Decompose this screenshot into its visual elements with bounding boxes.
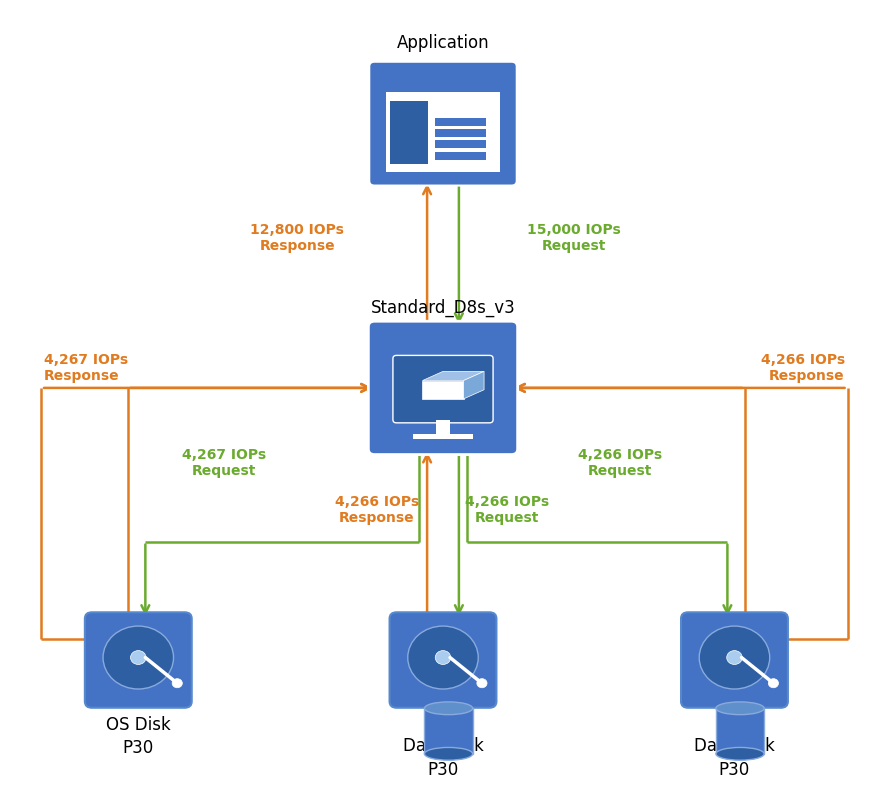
Text: 4,266 IOPs
Request: 4,266 IOPs Request — [464, 495, 548, 525]
Text: Application: Application — [397, 34, 489, 52]
FancyBboxPatch shape — [413, 434, 473, 440]
Text: 15,000 IOPs
Request: 15,000 IOPs Request — [527, 223, 620, 253]
Text: 4,267 IOPs
Response: 4,267 IOPs Response — [43, 353, 128, 383]
FancyBboxPatch shape — [390, 101, 429, 164]
FancyBboxPatch shape — [85, 612, 191, 708]
Ellipse shape — [424, 748, 472, 760]
Polygon shape — [463, 371, 484, 399]
Circle shape — [727, 650, 742, 664]
Circle shape — [768, 679, 779, 687]
FancyBboxPatch shape — [424, 708, 472, 754]
Circle shape — [699, 626, 770, 689]
FancyBboxPatch shape — [385, 92, 501, 172]
Circle shape — [172, 679, 183, 687]
FancyBboxPatch shape — [435, 118, 486, 126]
Polygon shape — [423, 381, 463, 399]
Text: OS Disk
P30: OS Disk P30 — [106, 716, 171, 757]
FancyBboxPatch shape — [435, 152, 486, 160]
Circle shape — [408, 626, 478, 689]
Text: Data Disk
P30: Data Disk P30 — [694, 737, 775, 779]
Circle shape — [435, 650, 451, 664]
FancyBboxPatch shape — [435, 140, 486, 148]
Text: 4,267 IOPs
Request: 4,267 IOPs Request — [182, 447, 266, 478]
Circle shape — [477, 679, 487, 687]
FancyBboxPatch shape — [392, 356, 494, 423]
Polygon shape — [423, 371, 484, 381]
FancyBboxPatch shape — [369, 322, 517, 455]
Text: 4,266 IOPs
Response: 4,266 IOPs Response — [761, 353, 845, 383]
Text: 4,266 IOPs
Request: 4,266 IOPs Request — [578, 447, 662, 478]
Ellipse shape — [424, 702, 472, 714]
Text: 4,266 IOPs
Response: 4,266 IOPs Response — [335, 495, 419, 525]
Ellipse shape — [716, 748, 764, 760]
FancyBboxPatch shape — [369, 62, 517, 185]
FancyBboxPatch shape — [390, 612, 496, 708]
Text: VM: VM — [431, 417, 455, 432]
Ellipse shape — [716, 702, 764, 714]
Text: 12,800 IOPs
Response: 12,800 IOPs Response — [251, 223, 344, 253]
Text: Standard_D8s_v3: Standard_D8s_v3 — [370, 299, 516, 318]
FancyBboxPatch shape — [716, 708, 764, 754]
Text: Data Disk
P30: Data Disk P30 — [402, 737, 484, 779]
FancyBboxPatch shape — [681, 612, 788, 708]
FancyBboxPatch shape — [436, 420, 450, 434]
FancyBboxPatch shape — [435, 129, 486, 137]
Circle shape — [130, 650, 146, 664]
Circle shape — [103, 626, 174, 689]
